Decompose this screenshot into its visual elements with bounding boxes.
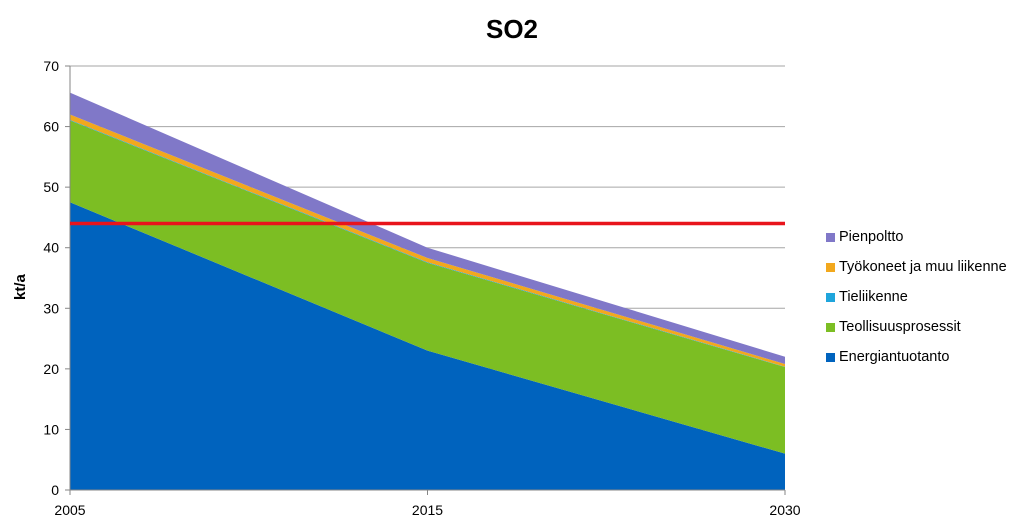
y-tick-label: 60 xyxy=(43,119,59,135)
legend-item-ty-koneet-ja-muu-liikenne: Työkoneet ja muu liikenne xyxy=(826,252,1007,282)
y-tick-label: 40 xyxy=(43,240,59,256)
x-tick-label: 2005 xyxy=(54,502,85,518)
chart-title: SO2 xyxy=(485,14,539,44)
legend-label: Tieliikenne xyxy=(839,289,908,305)
y-tick-label: 10 xyxy=(43,421,59,437)
y-tick-label: 20 xyxy=(43,361,59,377)
legend-item-energiantuotanto: Energiantuotanto xyxy=(826,342,1007,372)
legend: Pienpoltto Työkoneet ja muu liikenne Tieli… xyxy=(826,222,1007,372)
legend-swatch xyxy=(826,322,835,332)
area-series-teollisuusprosessit xyxy=(70,120,785,454)
area-series-pienpoltto xyxy=(70,92,785,365)
legend-swatch xyxy=(826,232,835,242)
legend-label: Teollisuusprosessit xyxy=(839,319,961,335)
legend-swatch xyxy=(826,292,835,302)
legend-swatch xyxy=(826,262,835,272)
x-tick-label: 2030 xyxy=(769,502,800,518)
legend-label: Pienpoltto xyxy=(839,229,904,245)
y-tick-label: 70 xyxy=(43,58,59,74)
legend-item-tieliikenne: Tieliikenne xyxy=(826,282,1007,312)
y-tick-label: 30 xyxy=(43,300,59,316)
legend-label: Energiantuotanto xyxy=(839,349,950,365)
y-tick-label: 50 xyxy=(43,179,59,195)
legend-swatch xyxy=(826,352,835,362)
area-series-energiantuotanto xyxy=(70,202,785,491)
legend-item-teollisuusprosessit: Teollisuusprosessit xyxy=(826,312,1007,342)
y-tick-label: 0 xyxy=(51,482,59,498)
legend-label: Työkoneet ja muu liikenne xyxy=(839,259,1007,275)
x-tick-label: 2015 xyxy=(412,502,443,518)
legend-item-pienpoltto: Pienpoltto xyxy=(826,222,1007,252)
